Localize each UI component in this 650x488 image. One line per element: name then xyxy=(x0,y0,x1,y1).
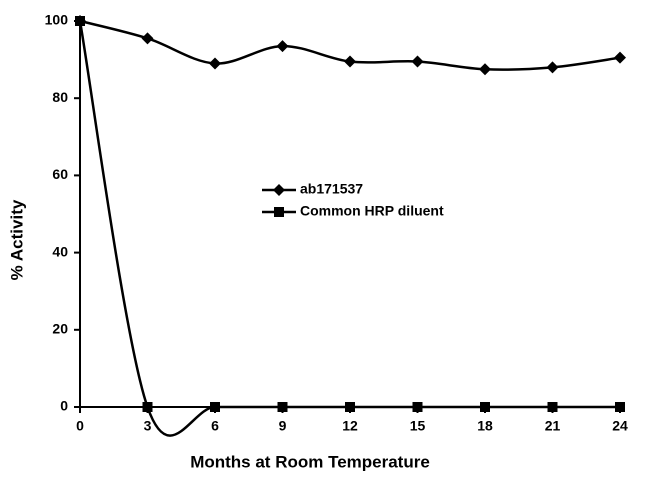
x-tick-label: 3 xyxy=(144,418,152,434)
x-tick-label: 0 xyxy=(76,418,84,434)
x-tick-label: 21 xyxy=(545,418,561,434)
data-point xyxy=(75,16,85,26)
y-tick-label: 0 xyxy=(60,398,68,414)
x-tick-label: 12 xyxy=(342,418,358,434)
data-point xyxy=(546,61,559,74)
data-point xyxy=(277,402,288,412)
y-tick-label: 20 xyxy=(52,321,68,337)
data-point xyxy=(209,57,221,70)
legend-marker xyxy=(273,184,285,196)
y-tick-label: 100 xyxy=(45,12,69,28)
data-point xyxy=(547,402,558,412)
y-tick-label: 60 xyxy=(52,166,68,182)
x-tick-label: 6 xyxy=(211,418,219,434)
x-tick-label: 24 xyxy=(612,418,628,434)
series-line xyxy=(78,20,620,437)
x-tick-label: 9 xyxy=(279,418,287,434)
data-point xyxy=(141,32,154,45)
x-tick-label: 15 xyxy=(410,418,426,434)
data-point xyxy=(479,63,491,76)
y-axis-title: % Activity xyxy=(7,199,26,280)
legend-label: Common HRP diluent xyxy=(300,203,444,219)
data-point xyxy=(345,402,355,412)
data-point xyxy=(344,55,356,68)
data-point xyxy=(614,51,626,64)
data-point xyxy=(480,402,490,412)
data-point xyxy=(411,55,424,68)
y-tick-label: 80 xyxy=(52,89,68,105)
data-point xyxy=(142,402,153,412)
data-point xyxy=(276,40,289,53)
data-point xyxy=(615,402,625,412)
data-point xyxy=(210,402,220,412)
legend-marker xyxy=(274,207,284,217)
y-tick-label: 40 xyxy=(52,243,68,259)
data-point xyxy=(412,402,423,412)
legend-label: ab171537 xyxy=(300,181,363,197)
x-tick-label: 18 xyxy=(477,418,493,434)
x-axis-title: Months at Room Temperature xyxy=(190,452,430,471)
